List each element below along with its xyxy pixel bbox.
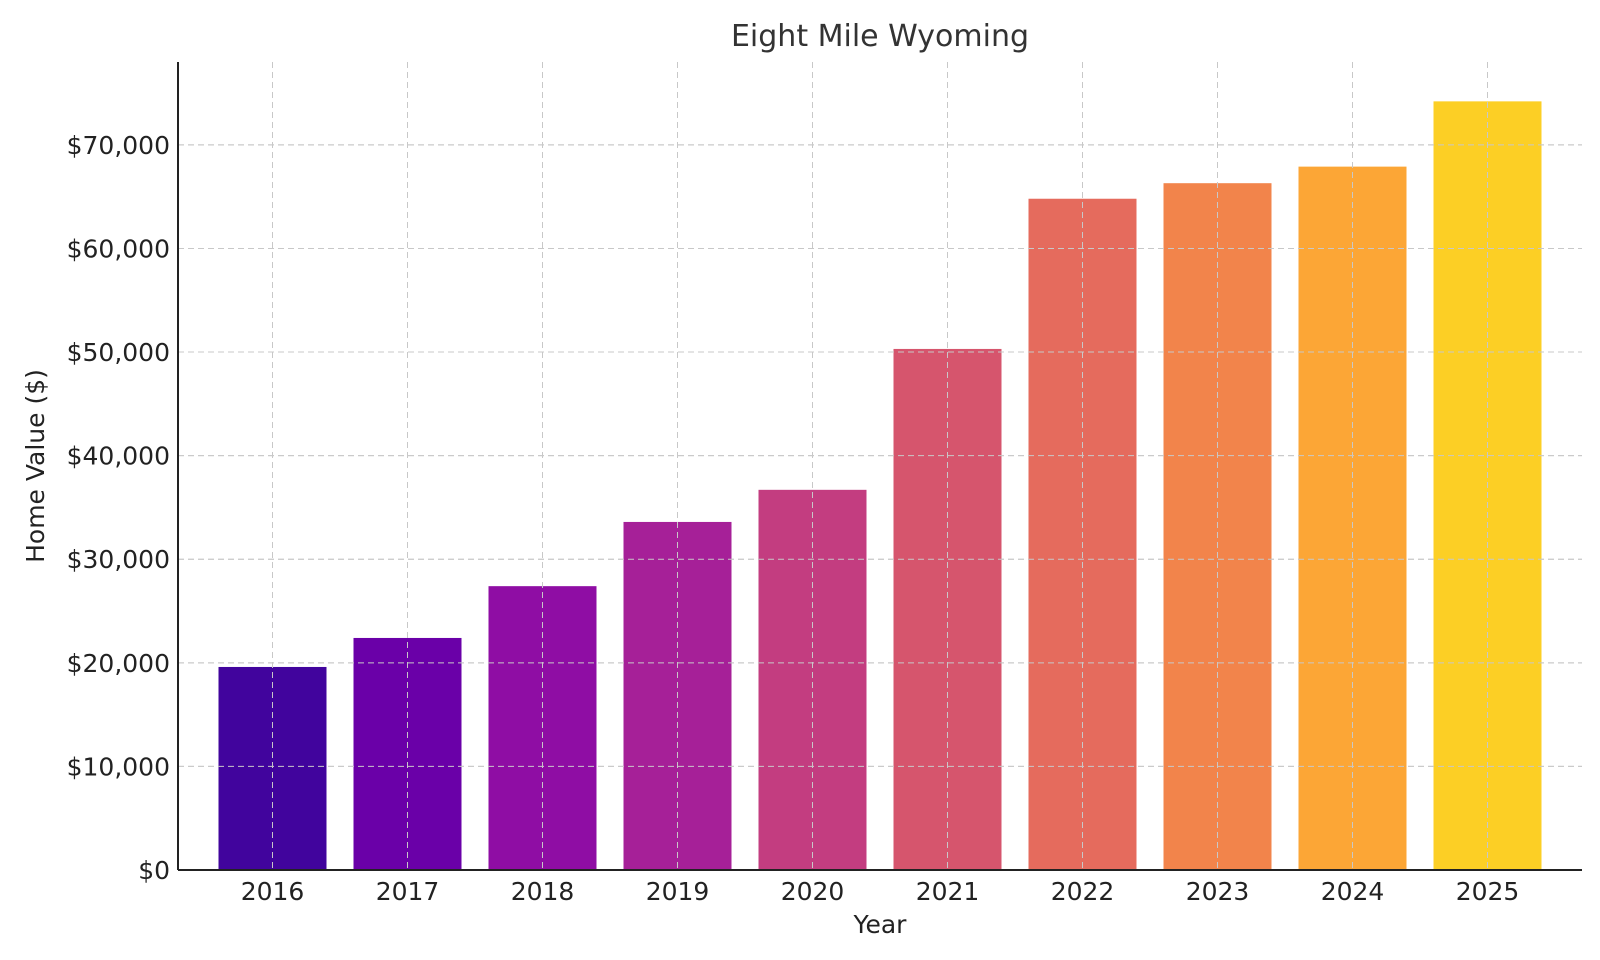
x-tick-label: 2020 (781, 877, 845, 906)
x-tick-label: 2017 (376, 877, 440, 906)
x-tick-labels: 2016 2017 2018 2019 2020 2021 2022 2023 2024 2025 (241, 877, 1520, 906)
x-tick-label: 2022 (1051, 877, 1115, 906)
x-tick-label: 2016 (241, 877, 305, 906)
chart-title: Eight Mile Wyoming (731, 19, 1029, 54)
y-tick-labels: $0 $10,000 $20,000 $30,000 $40,000 $50,000 $60… (67, 131, 170, 885)
y-tick-label: $0 (138, 856, 170, 885)
y-tick-label: $50,000 (67, 338, 170, 367)
x-tick-label: 2021 (916, 877, 980, 906)
y-tick-label: $40,000 (67, 442, 170, 471)
y-tick-label: $20,000 (67, 649, 170, 678)
x-axis-label: Year (853, 910, 908, 939)
bars (178, 62, 1582, 871)
y-axis-label: Home Value ($) (21, 369, 50, 563)
y-tick-label: $60,000 (67, 234, 170, 263)
x-tick-label: 2024 (1321, 877, 1385, 906)
x-tick-label: 2023 (1186, 877, 1250, 906)
axes (177, 62, 1582, 871)
y-tick-label: $10,000 (67, 752, 170, 781)
x-tick-label: 2019 (646, 877, 710, 906)
y-tick-label: $70,000 (67, 131, 170, 160)
x-tick-label: 2025 (1456, 877, 1520, 906)
y-tick-label: $30,000 (67, 545, 170, 574)
x-tick-label: 2018 (511, 877, 575, 906)
